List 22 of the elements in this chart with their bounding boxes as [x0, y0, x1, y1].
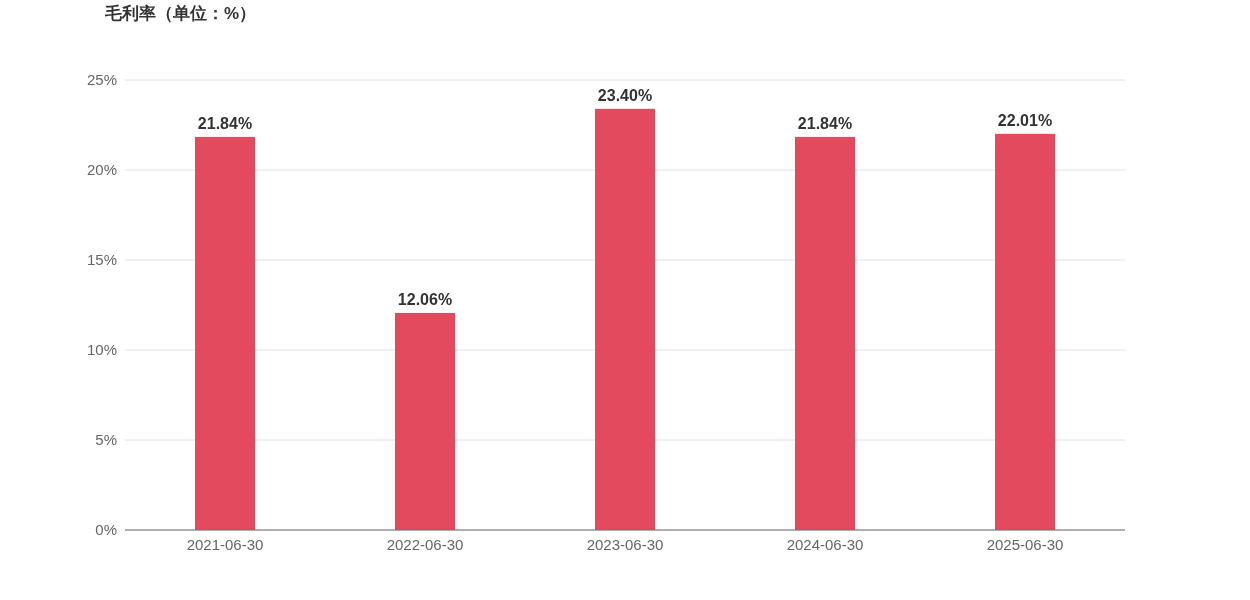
bar: [995, 133, 1055, 530]
bar: [395, 312, 455, 530]
bar: [195, 136, 255, 530]
y-tick-label: 15%: [86, 251, 117, 269]
data-label: 22.01%: [997, 111, 1053, 129]
y-tick-label: 10%: [86, 341, 117, 359]
chart-title: 毛利率（单位：%）: [104, 4, 257, 23]
x-tick-label: 2021-06-30: [186, 536, 264, 553]
y-tick-label: 5%: [95, 431, 117, 449]
y-tick-label: 0%: [95, 521, 117, 539]
data-label: 21.84%: [197, 114, 253, 132]
x-tick-label: 2024-06-30: [786, 536, 864, 553]
data-label: 21.84%: [797, 114, 853, 132]
data-label: 23.40%: [597, 86, 653, 104]
x-tick-label: 2025-06-30: [986, 536, 1064, 553]
bar: [795, 136, 855, 530]
y-tick-label: 25%: [86, 71, 117, 89]
x-tick-label: 2022-06-30: [386, 536, 464, 553]
data-label: 12.06%: [397, 290, 453, 308]
bar: [595, 108, 655, 530]
y-tick-label: 20%: [86, 161, 117, 179]
x-tick-label: 2023-06-30: [586, 536, 664, 553]
